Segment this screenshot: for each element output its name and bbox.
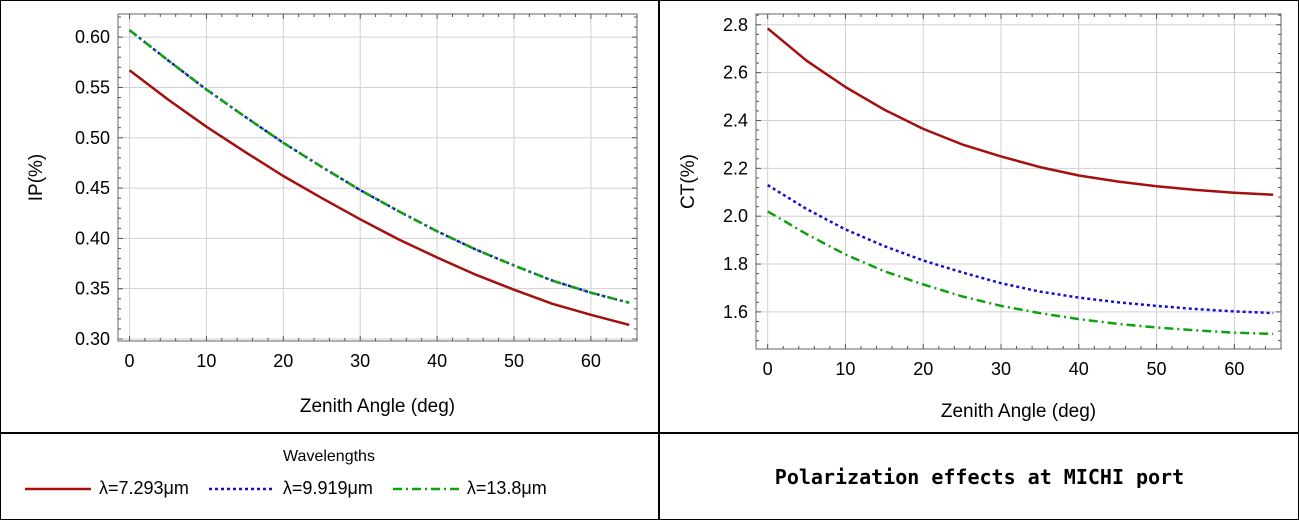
x-axis-label: Zenith Angle (deg) (941, 401, 1096, 422)
series-line-2 (128, 29, 630, 305)
caption-panel: Polarization effects at MICHI port (660, 434, 1299, 520)
legend-label: λ=13.8μm (466, 478, 547, 498)
x-tick-label: 10 (835, 359, 855, 379)
y-tick-label: 2.0 (723, 206, 748, 226)
x-tick-label: 20 (913, 359, 933, 379)
legend-swatch-solid (25, 487, 91, 490)
series-line-3 (128, 29, 630, 305)
y-tick-label: 1.6 (723, 302, 748, 322)
y-tick-label: 0.40 (75, 228, 110, 248)
y-tick-label: 2.4 (723, 110, 748, 130)
x-axis-label: Zenith Angle (deg) (300, 396, 455, 417)
legend: Wavelengths λ=7.293μm λ=9.919μm λ=13.8μm (0, 434, 658, 520)
y-tick-label: 0.55 (75, 77, 110, 97)
legend-swatch-dashdot (392, 487, 459, 490)
legend-items: λ=7.293μm λ=9.919μm λ=13.8μm (25, 478, 567, 499)
x-tick-label: 40 (427, 351, 447, 371)
legend-item-7293: λ=7.293μm (25, 478, 189, 499)
plot-frame (755, 13, 1282, 350)
x-tick-label: 60 (581, 351, 601, 371)
ct-chart: 0 10 20 30 40 50 60 1.6 1.8 2.0 2.2 2.4 2.6 2.8 Zenith… (678, 13, 1282, 422)
series-line-3 (767, 210, 1274, 336)
x-tick-label: 30 (991, 359, 1011, 379)
y-axis-label: IP(%) (26, 154, 47, 202)
series-line-2 (767, 184, 1274, 315)
caption-text: Polarization effects at MICHI port (774, 465, 1185, 489)
x-tick-label: 50 (504, 351, 524, 371)
y-tick-label: 0.30 (75, 329, 110, 349)
y-tick-label: 1.8 (723, 254, 748, 274)
y-tick-label: 2.2 (723, 158, 748, 178)
series-line-1 (766, 27, 1274, 196)
y-tick-label: 0.60 (75, 27, 110, 47)
legend-label: λ=9.919μm (282, 478, 373, 498)
legend-item-138: λ=13.8μm (392, 478, 547, 499)
legend-title: Wavelengths (283, 448, 375, 465)
y-axis-label: CT(%) (678, 154, 699, 209)
x-tick-label: 40 (1069, 359, 1089, 379)
series-line-1 (128, 69, 630, 327)
x-tick-label: 0 (763, 359, 773, 379)
legend-item-9919: λ=9.919μm (208, 478, 373, 499)
y-tick-label: 0.35 (75, 279, 110, 299)
panel-divider-horizontal (0, 432, 1299, 434)
x-tick-label: 60 (1224, 359, 1244, 379)
plot-frame (117, 13, 638, 342)
y-tick-label: 0.50 (75, 128, 110, 148)
x-tick-label: 10 (196, 351, 216, 371)
panel-divider-vertical (658, 0, 660, 520)
legend-label: λ=7.293μm (99, 478, 189, 498)
y-tick-label: 2.6 (723, 63, 748, 83)
ip-chart: 0 10 20 30 40 50 60 0.30 0.35 0.40 0.45 0.50 0.55 0.6… (26, 13, 638, 417)
x-tick-label: 30 (350, 351, 370, 371)
y-tick-label: 2.8 (723, 15, 748, 35)
x-tick-label: 0 (125, 351, 135, 371)
y-tick-label: 0.45 (75, 178, 110, 198)
x-tick-label: 50 (1147, 359, 1167, 379)
x-tick-label: 20 (273, 351, 293, 371)
legend-swatch-dotted (208, 487, 275, 490)
